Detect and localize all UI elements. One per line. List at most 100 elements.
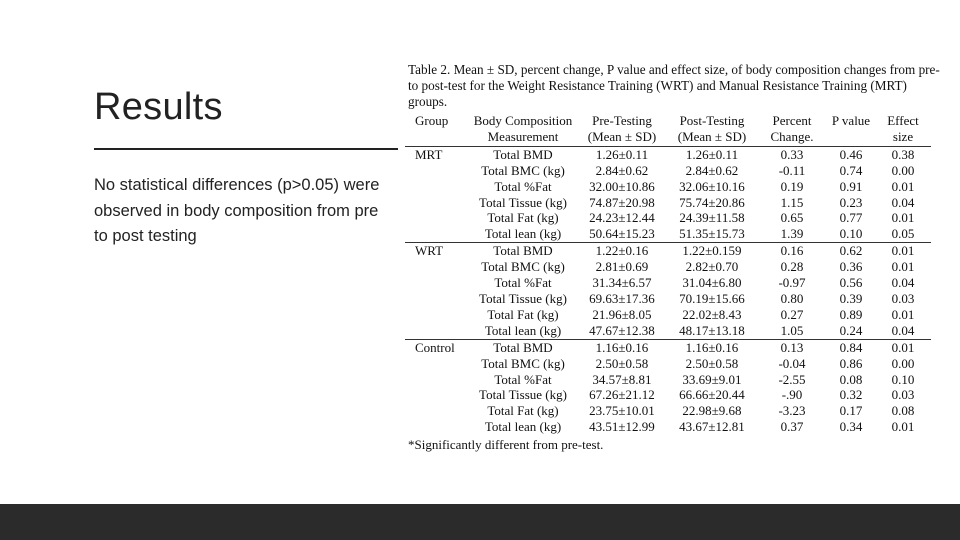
header-percent-change: Percent Change. [770, 113, 814, 144]
cell-pre-testing: 24.23±12.44 [589, 210, 655, 226]
cell-pre-testing: 2.81±0.69 [595, 259, 649, 275]
cell-post-testing: 1.26±0.11 [667, 145, 757, 163]
cell-effect-size: 0.08 [891, 403, 915, 419]
table-row: Control Total BMD 1.16±0.16 1.16±0.16 0.13 0.… [405, 338, 931, 356]
table-body: MRT Total BMD 1.26±0.11 1.26±0.11 0.33 0.46 0.… [405, 145, 931, 435]
results-table: Group Body Composition Measurement Pre-T… [405, 113, 931, 435]
table-row: Total Fat (kg) 24.23±12.44 24.39±11.58 0.65… [405, 210, 931, 226]
cell-measurement: Total BMD [469, 242, 577, 260]
cell-p-value: 0.24 [839, 322, 863, 338]
cell-post-testing: 22.98±9.68 [682, 403, 742, 419]
cell-post-testing: 31.04±6.80 [682, 275, 742, 291]
table-row: Total Fat (kg) 21.96±8.05 22.02±8.43 0.27 0.… [405, 307, 931, 323]
cell-effect-size: 0.01 [875, 242, 931, 260]
cell-percent-change: 0.28 [780, 259, 804, 275]
cell-percent-change: 0.33 [757, 145, 827, 163]
table-row: Total lean (kg) 50.64±15.23 51.35±15.73 1.3… [405, 226, 931, 242]
cell-measurement: Total %Fat [494, 371, 552, 387]
table-footnote: *Significantly different from pre-test. [408, 437, 604, 453]
cell-percent-change: 0.13 [757, 338, 827, 356]
cell-group [405, 226, 469, 242]
cell-effect-size: 0.01 [875, 338, 931, 356]
cell-measurement: Total Fat (kg) [487, 210, 559, 226]
cell-percent-change: -.90 [781, 387, 803, 403]
cell-post-testing: 75.74±20.86 [679, 194, 745, 210]
cell-group [405, 291, 469, 307]
cell-pre-testing: 74.87±20.98 [589, 194, 655, 210]
cell-effect-size: 0.04 [891, 322, 915, 338]
cell-effect-size: 0.03 [891, 290, 915, 306]
cell-pre-testing: 50.64±15.23 [589, 226, 655, 242]
cell-p-value: 0.91 [839, 178, 863, 194]
cell-percent-change: 1.05 [780, 322, 804, 338]
cell-post-testing: 22.02±8.43 [682, 306, 742, 322]
cell-post-testing: 66.66±20.44 [679, 387, 745, 403]
cell-effect-size: 0.00 [891, 162, 915, 178]
cell-pre-testing: 69.63±17.36 [589, 290, 655, 306]
cell-p-value: 0.34 [839, 419, 863, 435]
cell-measurement: Total BMC (kg) [481, 162, 565, 178]
cell-pre-testing: 32.00±10.86 [589, 178, 655, 194]
cell-p-value: 0.23 [839, 194, 863, 210]
cell-p-value: 0.46 [827, 145, 875, 163]
cell-p-value: 0.10 [839, 226, 863, 242]
cell-pre-testing: 43.51±12.99 [589, 419, 655, 435]
table-row: Total Tissue (kg) 69.63±17.36 70.19±15.66 0… [405, 291, 931, 307]
table-row: Total Tissue (kg) 67.26±21.12 66.66±20.44 -… [405, 387, 931, 403]
cell-effect-size: 0.05 [891, 226, 915, 242]
cell-pre-testing: 34.57±8.81 [592, 371, 652, 387]
table-row: Total BMC (kg) 2.84±0.62 2.84±0.62 -0.11 0.7… [405, 163, 931, 179]
cell-post-testing: 2.82±0.70 [685, 259, 739, 275]
cell-pre-testing: 67.26±21.12 [589, 387, 655, 403]
cell-p-value: 0.89 [839, 306, 863, 322]
cell-p-value: 0.17 [839, 403, 863, 419]
header-measurement: Body Composition Measurement [473, 113, 573, 144]
cell-percent-change: -0.04 [778, 355, 806, 371]
cell-percent-change: -3.23 [778, 403, 806, 419]
slide-body-text: No statistical differences (p>0.05) were… [94, 176, 380, 245]
cell-group [405, 163, 469, 179]
cell-measurement: Total Fat (kg) [487, 306, 559, 322]
header-p-value: P value [831, 113, 871, 128]
cell-measurement: Total lean (kg) [484, 322, 562, 338]
cell-post-testing: 70.19±15.66 [679, 290, 745, 306]
slide-title: Results [94, 86, 223, 128]
cell-p-value: 0.77 [839, 210, 863, 226]
cell-percent-change: -2.55 [778, 371, 806, 387]
table-caption: Table 2. Mean ± SD, percent change, P va… [408, 62, 940, 109]
table-row: Total %Fat 32.00±10.86 32.06±10.16 0.19 0.91… [405, 179, 931, 195]
cell-post-testing: 1.16±0.16 [667, 338, 757, 356]
cell-p-value: 0.08 [839, 371, 863, 387]
title-underline [94, 148, 398, 150]
cell-measurement: Total lean (kg) [484, 419, 562, 435]
cell-measurement: Total Tissue (kg) [479, 290, 567, 306]
header-effect-size: Effect size [887, 113, 919, 144]
table-row: Total lean (kg) 43.51±12.99 43.67±12.81 0.3… [405, 419, 931, 435]
cell-percent-change: -0.97 [778, 275, 806, 291]
cell-group [405, 195, 469, 211]
cell-post-testing: 2.84±0.62 [685, 162, 739, 178]
cell-p-value: 0.74 [839, 162, 863, 178]
cell-effect-size: 0.01 [891, 259, 915, 275]
cell-group [405, 275, 469, 291]
cell-group [405, 403, 469, 419]
cell-post-testing: 33.69±9.01 [682, 371, 742, 387]
cell-pre-testing: 1.22±0.16 [577, 242, 667, 260]
cell-effect-size: 0.01 [891, 306, 915, 322]
cell-effect-size: 0.04 [891, 275, 915, 291]
table-row: MRT Total BMD 1.26±0.11 1.26±0.11 0.33 0.46 0.… [405, 145, 931, 163]
table-header-row: Group Body Composition Measurement Pre-T… [405, 113, 931, 146]
cell-effect-size: 0.10 [891, 371, 915, 387]
cell-measurement: Total lean (kg) [484, 226, 562, 242]
table-row: WRT Total BMD 1.22±0.16 1.22±0.159 0.16 0.62 0… [405, 242, 931, 260]
cell-post-testing: 1.22±0.159 [667, 242, 757, 260]
cell-percent-change: 0.16 [757, 242, 827, 260]
cell-measurement: Total BMC (kg) [481, 355, 565, 371]
cell-p-value: 0.62 [827, 242, 875, 260]
cell-p-value: 0.86 [839, 355, 863, 371]
cell-group [405, 210, 469, 226]
cell-measurement: Total BMD [469, 145, 577, 163]
cell-effect-size: 0.00 [891, 355, 915, 371]
cell-effect-size: 0.04 [891, 194, 915, 210]
table-row: Total BMC (kg) 2.50±0.58 2.50±0.58 -0.04 0.8… [405, 356, 931, 372]
